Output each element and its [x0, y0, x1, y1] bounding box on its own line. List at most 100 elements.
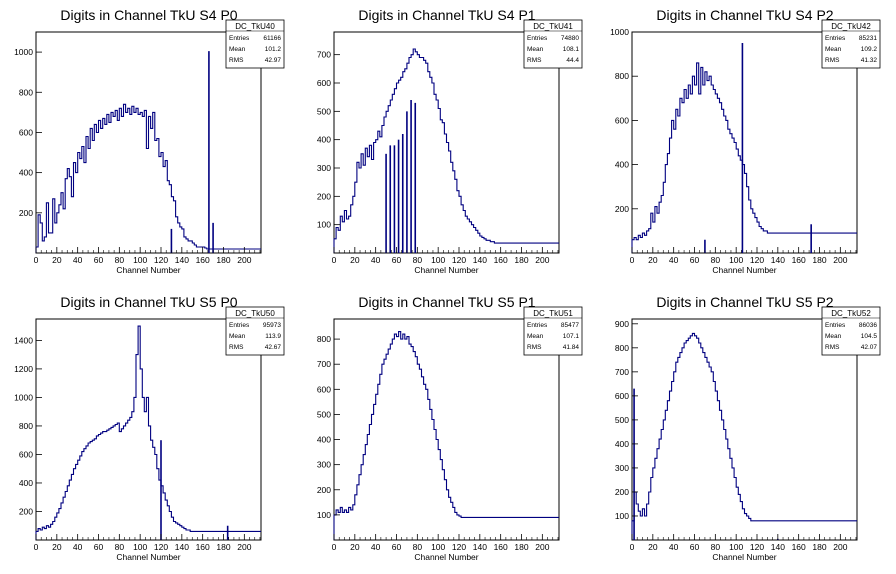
y-tick-label: 600 [19, 449, 33, 459]
x-tick-label: 140 [175, 542, 189, 552]
stats-label-entries: Entries [825, 35, 846, 42]
x-tick-label: 20 [350, 255, 360, 265]
y-tick-label: 600 [317, 384, 331, 394]
y-tick-label: 300 [317, 460, 331, 470]
x-tick-label: 80 [711, 255, 721, 265]
x-tick-label: 40 [371, 255, 381, 265]
chart-panel-0: Digits in Channel TkU S4 P0 0 20 40 60 80 100 1… [14, 7, 285, 275]
x-tick-label: 80 [413, 255, 423, 265]
stats-value-rms: 42.67 [265, 344, 282, 351]
x-tick-label: 80 [115, 255, 125, 265]
x-tick-label: 0 [34, 542, 39, 552]
histogram-line [35, 325, 261, 540]
stats-label-rms: RMS [229, 57, 244, 64]
y-tick-label: 100 [317, 220, 331, 230]
y-tick-label: 600 [615, 391, 629, 401]
stats-label-mean: Mean [527, 333, 544, 340]
stats-label-entries: Entries [229, 35, 250, 42]
chart-title: Digits in Channel TkU S5 P1 [358, 294, 535, 310]
stats-value-mean: 113.9 [265, 333, 281, 340]
stats-value-mean: 109.2 [861, 46, 878, 53]
x-tick-label: 100 [431, 542, 445, 552]
y-tick-label: 200 [317, 485, 331, 495]
stats-name: DC_TkU52 [831, 309, 871, 318]
stats-label-mean: Mean [229, 46, 246, 53]
chart-panel-1: Digits in Channel TkU S4 P1 0 20 40 60 80 100 1… [317, 7, 583, 275]
x-tick-label: 120 [750, 542, 764, 552]
y-tick-label: 900 [615, 319, 629, 329]
x-tick-label: 120 [452, 542, 466, 552]
x-tick-label: 60 [94, 542, 104, 552]
stats-box-frame [523, 19, 583, 69]
x-tick-label: 60 [94, 255, 104, 265]
stats-label-mean: Mean [825, 333, 842, 340]
stats-name: DC_TkU41 [533, 22, 573, 31]
stats-value-entries: 85231 [859, 35, 877, 42]
stats-value-entries: 61166 [263, 35, 281, 42]
stats-value-entries: 74880 [561, 35, 579, 42]
x-tick-label: 160 [792, 255, 806, 265]
stats-label-mean: Mean [527, 46, 544, 53]
y-tick-label: 500 [317, 409, 331, 419]
stats-value-mean: 101.2 [265, 46, 282, 53]
plot-frame [35, 318, 262, 541]
y-tick-label: 100 [615, 511, 629, 521]
y-tick-label: 800 [19, 87, 33, 97]
x-tick-label: 60 [392, 542, 402, 552]
y-tick-label: 600 [19, 127, 33, 137]
chart-title: Digits in Channel TkU S4 P1 [358, 7, 535, 23]
x-tick-label: 180 [216, 255, 230, 265]
y-tick-label: 500 [317, 106, 331, 116]
stats-label-entries: Entries [527, 322, 548, 329]
x-tick-label: 200 [833, 542, 847, 552]
x-tick-label: 120 [154, 542, 168, 552]
x-tick-label: 140 [771, 542, 785, 552]
stats-box: DC_TkU42 Entries 85231 Mean 109.2 RMS 41.32 [821, 19, 881, 69]
x-axis-label: Channel Number [414, 552, 478, 562]
x-tick-label: 0 [630, 255, 635, 265]
stats-label-rms: RMS [527, 57, 542, 64]
stats-value-rms: 41.32 [861, 57, 878, 64]
x-tick-label: 60 [690, 255, 700, 265]
x-tick-label: 80 [115, 542, 125, 552]
stats-label-entries: Entries [229, 322, 250, 329]
x-tick-label: 100 [729, 542, 743, 552]
y-tick-label: 300 [317, 163, 331, 173]
y-tick-label: 200 [317, 191, 331, 201]
stats-value-rms: 42.07 [861, 344, 878, 351]
chart-panel-4: Digits in Channel TkU S5 P1 0 20 40 60 80 100 1… [317, 294, 583, 562]
stats-box: DC_TkU51 Entries 85477 Mean 107.1 RMS 41.84 [523, 306, 583, 356]
x-tick-label: 180 [216, 542, 230, 552]
x-tick-label: 200 [535, 542, 549, 552]
x-tick-label: 140 [473, 255, 487, 265]
x-axis-label: Channel Number [712, 552, 776, 562]
x-tick-label: 100 [431, 255, 445, 265]
plot-frame [631, 31, 858, 254]
x-tick-label: 100 [729, 255, 743, 265]
y-tick-label: 200 [615, 204, 629, 214]
stats-box-frame [225, 306, 285, 356]
stats-label-mean: Mean [229, 333, 246, 340]
x-tick-label: 40 [669, 542, 679, 552]
y-tick-label: 800 [615, 343, 629, 353]
x-axis-label: Channel Number [414, 265, 478, 275]
x-tick-label: 40 [371, 542, 381, 552]
stats-box-frame [821, 306, 881, 356]
y-tick-label: 700 [317, 50, 331, 60]
chart-panel-5: Digits in Channel TkU S5 P2 0 20 40 60 80 100 1… [615, 294, 881, 562]
chart-title: Digits in Channel TkU S4 P2 [656, 7, 833, 23]
stats-box-frame [523, 306, 583, 356]
y-tick-label: 1000 [610, 27, 629, 37]
x-tick-label: 100 [133, 255, 147, 265]
y-tick-label: 400 [615, 439, 629, 449]
stats-box: DC_TkU41 Entries 74880 Mean 108.1 RMS 44.4 [523, 19, 583, 69]
stats-name: DC_TkU42 [831, 22, 871, 31]
x-axis-label: Channel Number [116, 552, 180, 562]
x-tick-label: 180 [812, 255, 826, 265]
stats-value-entries: 95973 [263, 322, 281, 329]
x-tick-label: 0 [34, 255, 39, 265]
y-tick-label: 200 [615, 487, 629, 497]
x-tick-label: 180 [812, 542, 826, 552]
x-tick-label: 200 [237, 255, 251, 265]
x-tick-label: 200 [833, 255, 847, 265]
